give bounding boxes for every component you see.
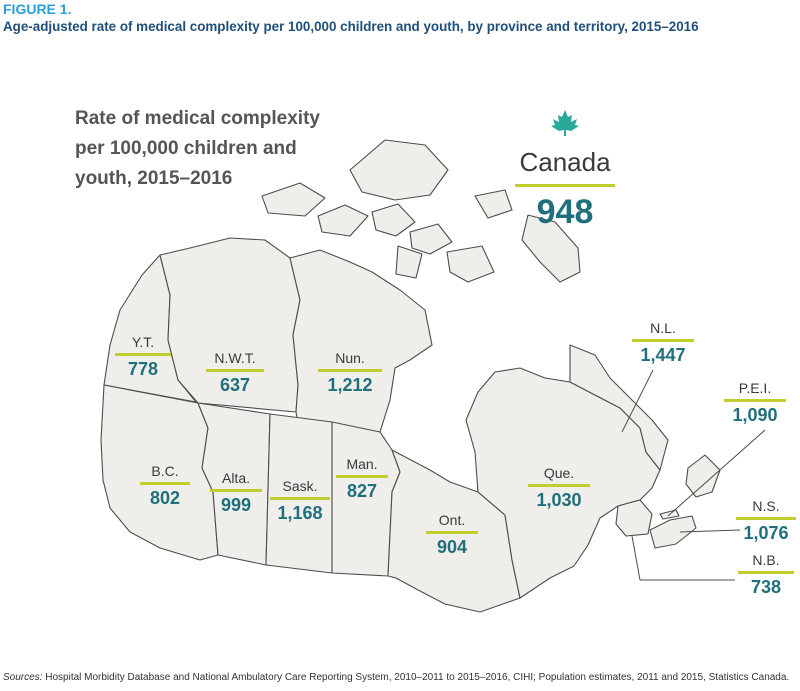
- region-label-que: Que. 1,030: [528, 465, 590, 511]
- maple-leaf-icon: [551, 110, 579, 136]
- region-value: 802: [149, 488, 181, 508]
- national-underline: [515, 184, 615, 187]
- region-underline: [115, 353, 171, 356]
- region-underline: [528, 484, 590, 487]
- region-label-sask: Sask. 1,168: [270, 478, 330, 524]
- region-underline: [318, 369, 382, 372]
- region-name: N.W.T.: [214, 350, 256, 366]
- sources-text: Hospital Morbidity Database and National…: [42, 672, 790, 683]
- region-underline: [426, 531, 478, 534]
- region-underline: [270, 497, 330, 500]
- region-value: 999: [220, 495, 252, 515]
- region-label-nwt: N.W.T. 637: [206, 350, 264, 396]
- leader-lines: [621, 369, 766, 581]
- region-value: 1,090: [732, 405, 778, 425]
- region-label-man: Man. 827: [336, 456, 388, 502]
- region-value: 1,076: [743, 523, 789, 543]
- region-value: 1,212: [327, 375, 373, 395]
- region-label-ont: Ont. 904: [426, 512, 478, 558]
- region-name: N.S.: [752, 498, 780, 514]
- region-underline: [736, 517, 796, 520]
- map-title: Rate of medical complexity per 100,000 c…: [75, 108, 320, 189]
- region-name: Nun.: [335, 350, 365, 366]
- region-underline: [210, 489, 262, 492]
- provinces-and-territories: [100, 237, 721, 613]
- region-label-nl: N.L. 1,447: [632, 320, 694, 366]
- region-underline: [724, 399, 786, 402]
- sources-lead: Sources:: [3, 672, 43, 683]
- region-label-yt: Y.T. 778: [115, 334, 171, 380]
- region-label-alta: Alta. 999: [210, 470, 262, 516]
- region-label-ns: N.S. 1,076: [736, 498, 796, 544]
- region-underline: [140, 482, 190, 485]
- region-name: P.E.I.: [738, 380, 772, 396]
- region-name: B.C.: [151, 463, 179, 479]
- region-name: N.B.: [752, 552, 780, 568]
- region-underline: [206, 369, 264, 372]
- region-value: 637: [219, 375, 251, 395]
- region-value: 1,447: [640, 345, 686, 365]
- region-underline: [738, 571, 794, 574]
- region-name: Y.T.: [131, 334, 155, 350]
- region-label-bc: B.C. 802: [140, 463, 190, 509]
- national-rate: Canada 948: [515, 110, 615, 231]
- region-name: Que.: [543, 465, 575, 481]
- arctic-islands: [261, 139, 581, 283]
- region-name: Alta.: [221, 470, 250, 486]
- region-name: Ont.: [438, 512, 466, 528]
- sources-note: Sources: Hospital Morbidity Database and…: [3, 672, 798, 683]
- region-value: 827: [346, 481, 378, 501]
- region-name: N.L.: [650, 320, 676, 336]
- region-label-nb: N.B. 738: [738, 552, 794, 598]
- region-value: 1,030: [536, 490, 582, 510]
- region-label-pei: P.E.I. 1,090: [724, 380, 786, 426]
- region-underline: [632, 339, 694, 342]
- region-value: 904: [436, 537, 468, 557]
- national-value: 948: [536, 193, 594, 231]
- region-value: 778: [127, 359, 159, 379]
- region-value: 1,168: [277, 503, 323, 523]
- figure-label: FIGURE 1.: [3, 1, 72, 17]
- region-name: Man.: [346, 456, 378, 472]
- national-name: Canada: [519, 147, 611, 177]
- region-label-nun: Nun. 1,212: [318, 350, 382, 396]
- region-underline: [336, 475, 388, 478]
- region-value: 738: [750, 577, 782, 597]
- figure-title: Age-adjusted rate of medical complexity …: [3, 19, 699, 34]
- region-name: Sask.: [282, 478, 318, 494]
